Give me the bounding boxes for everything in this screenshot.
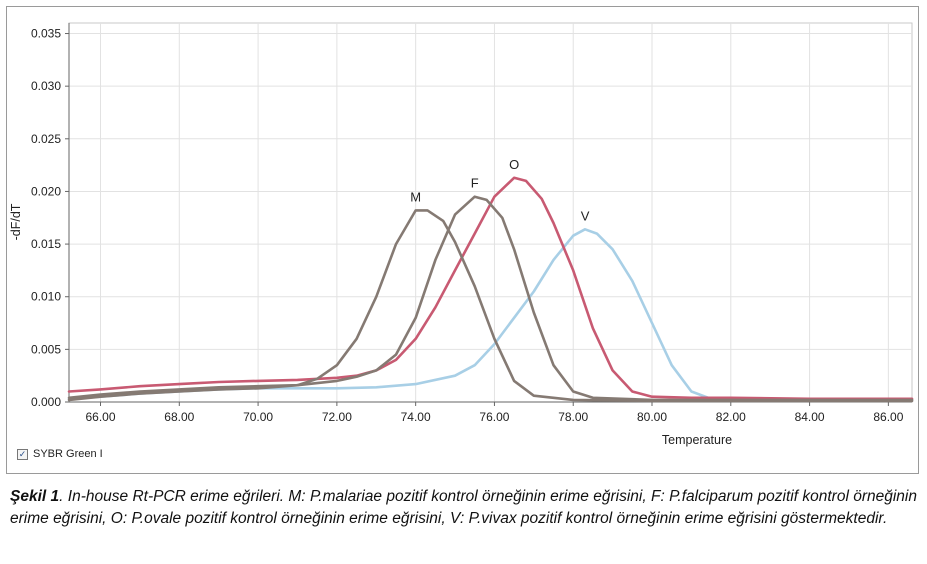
y-tick-label: 0.035: [31, 27, 61, 41]
legend-checkbox[interactable]: ✓: [17, 448, 28, 460]
plot-area-frame: [68, 22, 913, 403]
series-line-f: [67, 195, 914, 402]
y-tick-label: 0.020: [31, 184, 61, 198]
x-tick-label: 78.00: [558, 410, 588, 424]
y-tick-label: 0.000: [31, 395, 61, 409]
x-tick-label: 80.00: [637, 410, 667, 424]
chart-panel: 66.00 68.00 70.00 72.00 74.00 76.00 78.00 80.00…: [6, 6, 919, 474]
x-tick-label: 82.00: [716, 410, 746, 424]
y-tick-label: 0.010: [31, 290, 61, 304]
y-tick-label: 0.030: [31, 79, 61, 93]
grid: [68, 22, 913, 403]
series-peak-label-m: M: [410, 189, 421, 204]
axes: 66.00 68.00 70.00 72.00 74.00 76.00 78.00 80.00…: [9, 23, 912, 447]
series-labels: M F O V: [410, 157, 589, 224]
y-tick-label: 0.005: [31, 342, 61, 356]
legend-label: SYBR Green I: [33, 448, 103, 460]
legend[interactable]: ✓ SYBR Green I: [17, 448, 103, 460]
y-axis-title: -dF/dT: [9, 203, 23, 240]
x-tick-label: 68.00: [164, 410, 194, 424]
caption-label: Şekil 1: [10, 488, 60, 505]
y-tick-label: 0.025: [31, 132, 61, 146]
series-lines: [67, 176, 914, 403]
series-peak-label-o: O: [509, 157, 519, 172]
caption-text: . In-house Rt-PCR erime eğrileri. M: P.m…: [10, 488, 917, 527]
x-tick-label: 84.00: [795, 410, 825, 424]
x-tick-label: 86.00: [873, 410, 903, 424]
x-tick-label: 76.00: [479, 410, 509, 424]
y-tick-label: 0.015: [31, 237, 61, 251]
melt-curve-chart: 66.00 68.00 70.00 72.00 74.00 76.00 78.00 80.00…: [9, 22, 914, 447]
x-tick-label: 66.00: [85, 410, 115, 424]
series-line-o: [67, 176, 914, 401]
x-tick-label: 70.00: [243, 410, 273, 424]
x-tick-label: 74.00: [401, 410, 431, 424]
series-peak-label-f: F: [471, 176, 479, 191]
x-tick-label: 72.00: [322, 410, 352, 424]
series-line-v: [67, 228, 914, 402]
series-peak-label-v: V: [581, 208, 590, 223]
series-line-m: [67, 209, 914, 403]
figure-caption: Şekil 1. In-house Rt-PCR erime eğrileri.…: [10, 486, 917, 530]
x-axis-title: Temperature: [662, 433, 732, 447]
